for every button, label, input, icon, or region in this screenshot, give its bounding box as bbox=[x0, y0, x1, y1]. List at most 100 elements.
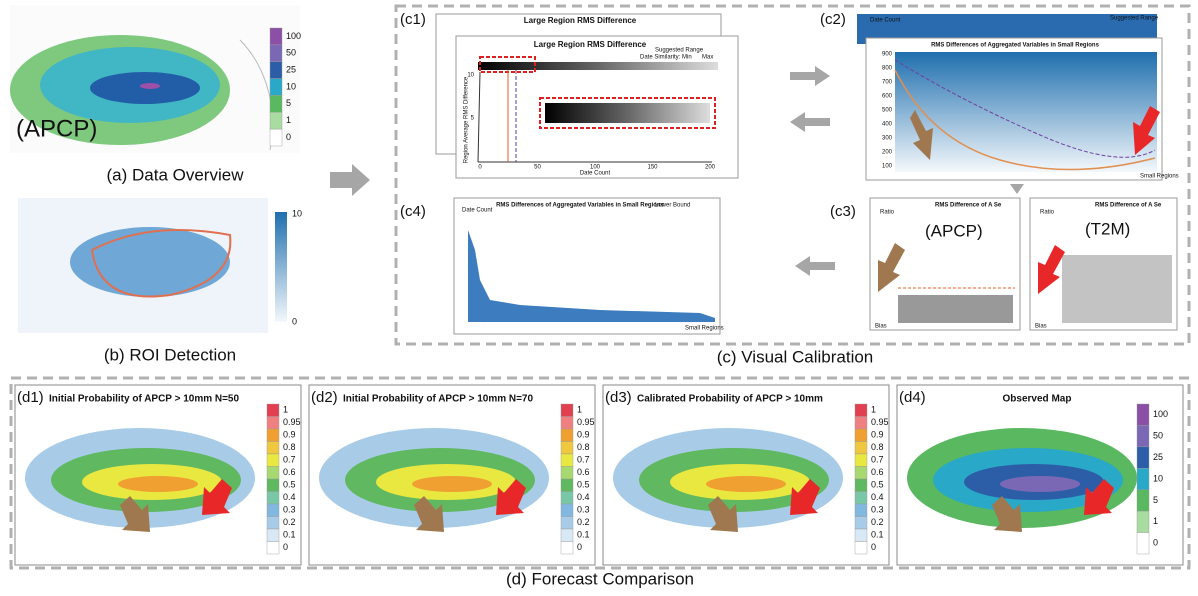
variable-label: (APCP) bbox=[925, 221, 983, 240]
colorbar-cell bbox=[854, 428, 868, 442]
tick-label: 100 bbox=[590, 165, 601, 171]
panel-frame bbox=[9, 376, 1191, 570]
colorbar-label: 0.1 bbox=[871, 530, 884, 540]
colorbar-cell bbox=[1136, 532, 1150, 555]
pointer-arrow bbox=[120, 496, 150, 532]
colorbar-label: 0.4 bbox=[283, 492, 296, 502]
colorbar-label: 0.3 bbox=[283, 505, 296, 515]
colorbar-label: 0 bbox=[283, 542, 288, 552]
tick-label: 900 bbox=[882, 52, 893, 58]
forecast-panel: (d1) Initial Probability of APCP > 10mm N… bbox=[14, 384, 302, 566]
panel-frame bbox=[394, 4, 1191, 346]
tick-label: 200 bbox=[882, 150, 893, 156]
colorbar-cell bbox=[854, 491, 868, 505]
colorbar-cell bbox=[266, 503, 280, 517]
colorbar-label: 0.8 bbox=[871, 442, 884, 452]
flow-arrow bbox=[1010, 184, 1024, 194]
map-region bbox=[70, 227, 230, 297]
pointer-arrow bbox=[708, 496, 738, 532]
colorbar-cell bbox=[269, 27, 283, 46]
panel-title: Observed Map bbox=[1003, 394, 1072, 405]
colorbar-cell bbox=[269, 61, 283, 79]
roi-detection: 10 0 (b) ROI Detection bbox=[18, 198, 302, 364]
colorbar-label: 0.8 bbox=[283, 442, 296, 452]
legend-text: Suggested Range bbox=[1110, 16, 1159, 22]
colorbar-label: 0.95 bbox=[577, 417, 595, 427]
colorbar-label: 0.6 bbox=[871, 467, 884, 477]
colorbar-label: 0.5 bbox=[283, 480, 296, 490]
colorbar-cell bbox=[1136, 425, 1150, 448]
tick-label: 200 bbox=[705, 165, 716, 171]
flow-arrow bbox=[790, 112, 830, 132]
colorbar-cell bbox=[560, 428, 574, 442]
colorbar-cell bbox=[266, 428, 280, 442]
colorbar-cell bbox=[854, 528, 868, 542]
colorbar-label: 0.3 bbox=[577, 505, 590, 515]
colorbar-label: 0.9 bbox=[871, 430, 884, 440]
colorbar-cell bbox=[269, 128, 283, 147]
variable-label: (T2M) bbox=[1085, 219, 1130, 238]
flow-arrow bbox=[790, 66, 830, 86]
forecast-panel: (d2) Initial Probability of APCP > 10mm N… bbox=[308, 384, 596, 566]
colorbar-cell bbox=[854, 441, 868, 455]
density bbox=[895, 52, 1157, 172]
colorbar-cell bbox=[1136, 468, 1150, 490]
colorbar-cell bbox=[266, 528, 280, 542]
axis bbox=[477, 71, 481, 163]
colorbar-label: 1 bbox=[871, 405, 876, 415]
forecast-panel: (d3) Calibrated Probability of APCP > 10m… bbox=[602, 384, 890, 566]
pointer-arrow bbox=[878, 243, 905, 292]
tick-label: 400 bbox=[882, 122, 893, 128]
colorbar-cell bbox=[560, 478, 574, 492]
colorbar-label: 0.6 bbox=[283, 467, 296, 477]
axis-title: Bias bbox=[875, 324, 887, 330]
pointer-arrow bbox=[910, 110, 933, 160]
panel-title: Calibrated Probability of APCP > 10mm bbox=[637, 394, 823, 405]
colorbar-label: 1 bbox=[1153, 516, 1158, 526]
colorbar-cell bbox=[266, 516, 280, 530]
colorbar-cell bbox=[560, 491, 574, 505]
flow-arrow bbox=[330, 164, 370, 196]
axis-title: Ratio bbox=[1040, 210, 1055, 216]
tick-label: 150 bbox=[647, 165, 658, 171]
axis-title: Date Count bbox=[580, 171, 611, 177]
curve bbox=[894, 59, 1156, 158]
highlight-box bbox=[539, 97, 716, 129]
colorbar-cell bbox=[266, 491, 280, 505]
tick-label: 500 bbox=[882, 108, 893, 114]
legend-text: Date Similarity: Min bbox=[640, 55, 692, 61]
panel-label: (d4) bbox=[899, 389, 926, 406]
panel-title: Initial Probability of APCP > 10mm N=70 bbox=[343, 394, 533, 405]
panel-label: (c2) bbox=[820, 11, 846, 28]
tick-label: 300 bbox=[882, 136, 893, 142]
caption: (b) ROI Detection bbox=[104, 345, 236, 364]
colorbar-cell bbox=[266, 541, 280, 555]
pointer-arrow bbox=[1038, 245, 1065, 294]
colorbar-label: 5 bbox=[1153, 495, 1158, 505]
pointer-arrow bbox=[1133, 106, 1160, 155]
colorbar-label: 0.2 bbox=[577, 517, 590, 527]
panel-label: (c1) bbox=[400, 11, 426, 28]
colorbar-label: 0 bbox=[286, 132, 291, 142]
visual-calibration: (c1) Large Region RMS Difference Large R… bbox=[400, 11, 1179, 367]
colorbar-label: 0 bbox=[577, 542, 582, 552]
colorbar-cell bbox=[560, 441, 574, 455]
colorbar-cell bbox=[266, 441, 280, 455]
colorbar-label: 1 bbox=[577, 405, 582, 415]
colorbar-cell bbox=[266, 466, 280, 480]
colorbar-cell bbox=[1136, 489, 1150, 512]
heat-zoom bbox=[545, 103, 710, 123]
colorbar-label: 0.95 bbox=[283, 417, 301, 427]
tick-label: 5 bbox=[471, 116, 475, 122]
colorbar-cell bbox=[854, 516, 868, 530]
heat-strip bbox=[478, 62, 718, 70]
forecast-comparison: (d1) Initial Probability of APCP > 10mm N… bbox=[14, 384, 1184, 566]
tick-label: 100 bbox=[882, 164, 893, 170]
colorbar-cell bbox=[560, 416, 574, 430]
colorbar-label: 100 bbox=[286, 31, 301, 41]
colorbar-cell bbox=[269, 44, 283, 62]
colorbar-cell bbox=[560, 403, 574, 417]
colorbar-label: 10 bbox=[292, 208, 302, 218]
colorbar-cell bbox=[269, 78, 283, 96]
colorbar-label: 0.95 bbox=[871, 417, 889, 427]
